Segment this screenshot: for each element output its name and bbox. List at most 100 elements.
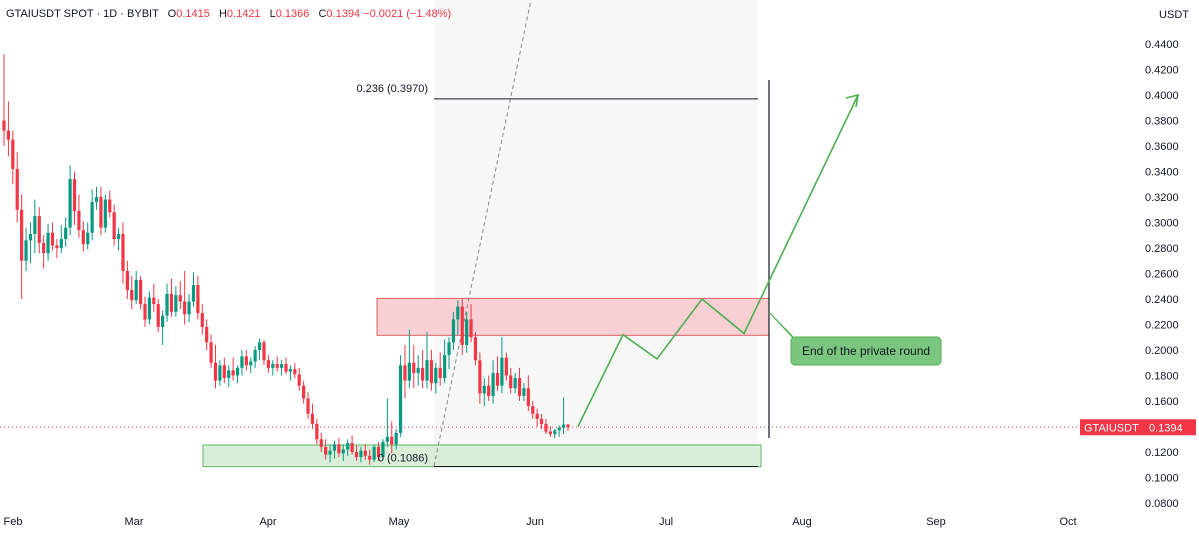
price-tag-value: 0.1394 (1149, 422, 1183, 434)
callout-text: End of the private round (802, 344, 930, 358)
candle-body (99, 197, 103, 228)
candle-body (385, 436, 389, 442)
legend-close-value: 0.1394 (326, 8, 361, 20)
time-axis[interactable]: Feb Mar Apr May Jun Jul Aug Sep Oct (4, 516, 1077, 528)
candle-body (28, 233, 33, 241)
candle-body (121, 233, 125, 271)
candle-body (310, 413, 315, 424)
candle-body (359, 450, 363, 458)
legend-high-label: H (218, 8, 227, 20)
candle-body (187, 301, 191, 315)
candle-body (178, 295, 182, 302)
candle-body (253, 350, 257, 362)
candle-body (24, 240, 28, 261)
candle-body (147, 297, 152, 320)
candle-body (416, 367, 420, 373)
candle-body (539, 418, 544, 424)
candle-body (257, 342, 262, 350)
candle-body (20, 209, 24, 261)
candle-body (544, 423, 548, 432)
candle-body (469, 319, 473, 338)
candle-body (398, 365, 403, 433)
time-tick-label: Sep (926, 516, 946, 528)
candle-body (235, 367, 240, 376)
legend-low-value: 0.1366 (275, 8, 310, 20)
legend-high-value: 0.1421 (226, 8, 261, 20)
candle-body (425, 360, 429, 381)
candle-body (218, 365, 222, 381)
candle-body (420, 367, 425, 381)
candle-body (447, 342, 451, 356)
candle-body (161, 315, 165, 328)
candle-body (500, 357, 504, 386)
candle-body (451, 319, 456, 343)
candle-body (324, 446, 328, 455)
candle-body (434, 367, 438, 384)
price-tick-label: 0.3400 (1145, 167, 1179, 179)
price-tick-label: 0.1600 (1145, 396, 1179, 408)
candle-body (531, 406, 535, 414)
candle-body (478, 360, 482, 394)
candle-body (191, 284, 196, 302)
price-tick-label: 0.3800 (1145, 116, 1179, 128)
chart-legend: GTAIUSDT SPOT · 1D · BYBIT O0.1415 H0.14… (6, 8, 451, 20)
fib-label-0: 0 (0.1086) (378, 453, 428, 465)
candle-body (553, 430, 557, 435)
candle-body (548, 431, 552, 435)
candle-body (491, 372, 495, 396)
projection-path[interactable] (577, 94, 859, 427)
candle-body (381, 441, 385, 458)
candle-body (407, 362, 411, 381)
candle-body (372, 446, 376, 460)
fib-trend-line[interactable] (433, 0, 532, 467)
candle-body (130, 290, 134, 301)
candle-body (213, 362, 218, 381)
time-tick-label: Jun (526, 516, 544, 528)
projection-arrowhead (845, 93, 859, 108)
candle-body (288, 369, 293, 372)
resistance-zone[interactable] (376, 297, 770, 336)
candle-body (319, 439, 323, 447)
candle-body (94, 197, 99, 203)
candle-body (125, 270, 129, 291)
candle-body (15, 168, 19, 210)
price-tick-label: 0.2000 (1145, 345, 1179, 357)
time-tick-label: Oct (1059, 516, 1076, 528)
time-tick-label: May (389, 516, 410, 528)
candle-body (2, 120, 6, 131)
candle-body (196, 284, 200, 314)
candle-body (315, 423, 319, 440)
legend-change: −0.0021 (−1.48%) (363, 8, 452, 20)
candle-body (412, 362, 416, 373)
candle-body (165, 293, 169, 316)
candle-body (6, 130, 11, 140)
candle-body (134, 279, 138, 301)
currency-label[interactable]: USDT (1159, 9, 1189, 21)
callout-box[interactable] (790, 336, 942, 366)
candle-body (138, 279, 143, 305)
price-tick-label: 0.2200 (1145, 320, 1179, 332)
candle-body (222, 365, 226, 379)
candle-body (341, 449, 345, 454)
candle-body (227, 370, 231, 379)
price-axis[interactable]: 0.08000.10000.12000.14000.16000.18000.20… (1145, 39, 1179, 510)
candle-body (205, 327, 209, 343)
candle-body (50, 232, 55, 246)
time-tick-label: Aug (792, 516, 812, 528)
candle-body (275, 364, 279, 368)
candle-body (460, 306, 464, 345)
price-tick-label: 0.2400 (1145, 294, 1179, 306)
legend-low-label: L (269, 8, 276, 20)
candle-body (68, 179, 72, 228)
price-tick-label: 0.1200 (1145, 447, 1179, 459)
fib-label-0236: 0.236 (0.3970) (356, 83, 428, 95)
support-zone[interactable] (202, 444, 762, 468)
candle-body (504, 357, 508, 376)
candle-body (46, 232, 50, 254)
candle-body (561, 424, 566, 428)
legend-close-label: C (318, 8, 327, 20)
legend-symbol[interactable]: GTAIUSDT SPOT · 1D · BYBIT (6, 8, 159, 20)
candle-body (152, 297, 156, 305)
